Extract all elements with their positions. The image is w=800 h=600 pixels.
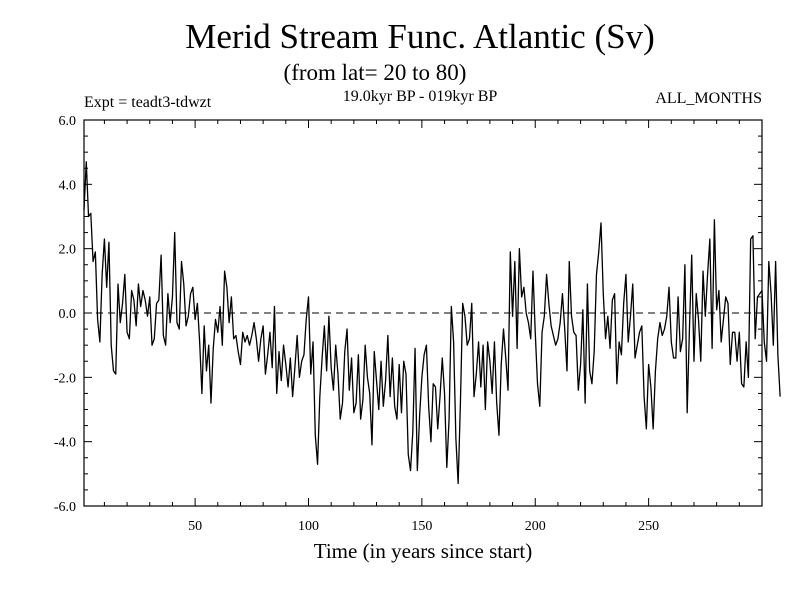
- x-tick-label: 100: [298, 519, 319, 534]
- data-series-line: [83, 161, 781, 485]
- x-tick-label: 50: [188, 519, 202, 534]
- season-label: ALL_MONTHS: [655, 90, 762, 107]
- y-tick-label: -4.0: [54, 436, 76, 451]
- x-tick-label: 250: [638, 519, 659, 534]
- chart-subtitle: (from lat= 20 to 80): [284, 60, 467, 85]
- y-tick-label: -6.0: [54, 500, 76, 515]
- x-tick-label: 150: [411, 519, 432, 534]
- plot-frame: [83, 119, 763, 507]
- y-tick-label: 4.0: [59, 178, 77, 193]
- chart-title: Merid Stream Func. Atlantic (Sv): [185, 17, 655, 56]
- period-label: 19.0kyr BP - 019kyr BP: [343, 88, 498, 105]
- x-axis-label: Time (in years since start): [314, 539, 533, 563]
- y-tick-label: 0.0: [59, 307, 77, 322]
- y-tick-label: -2.0: [54, 371, 76, 386]
- y-tick-label: 2.0: [59, 243, 77, 258]
- experiment-label: Expt = teadt3-tdwzt: [84, 94, 212, 111]
- y-tick-label: 6.0: [59, 114, 77, 129]
- x-tick-label: 200: [525, 519, 546, 534]
